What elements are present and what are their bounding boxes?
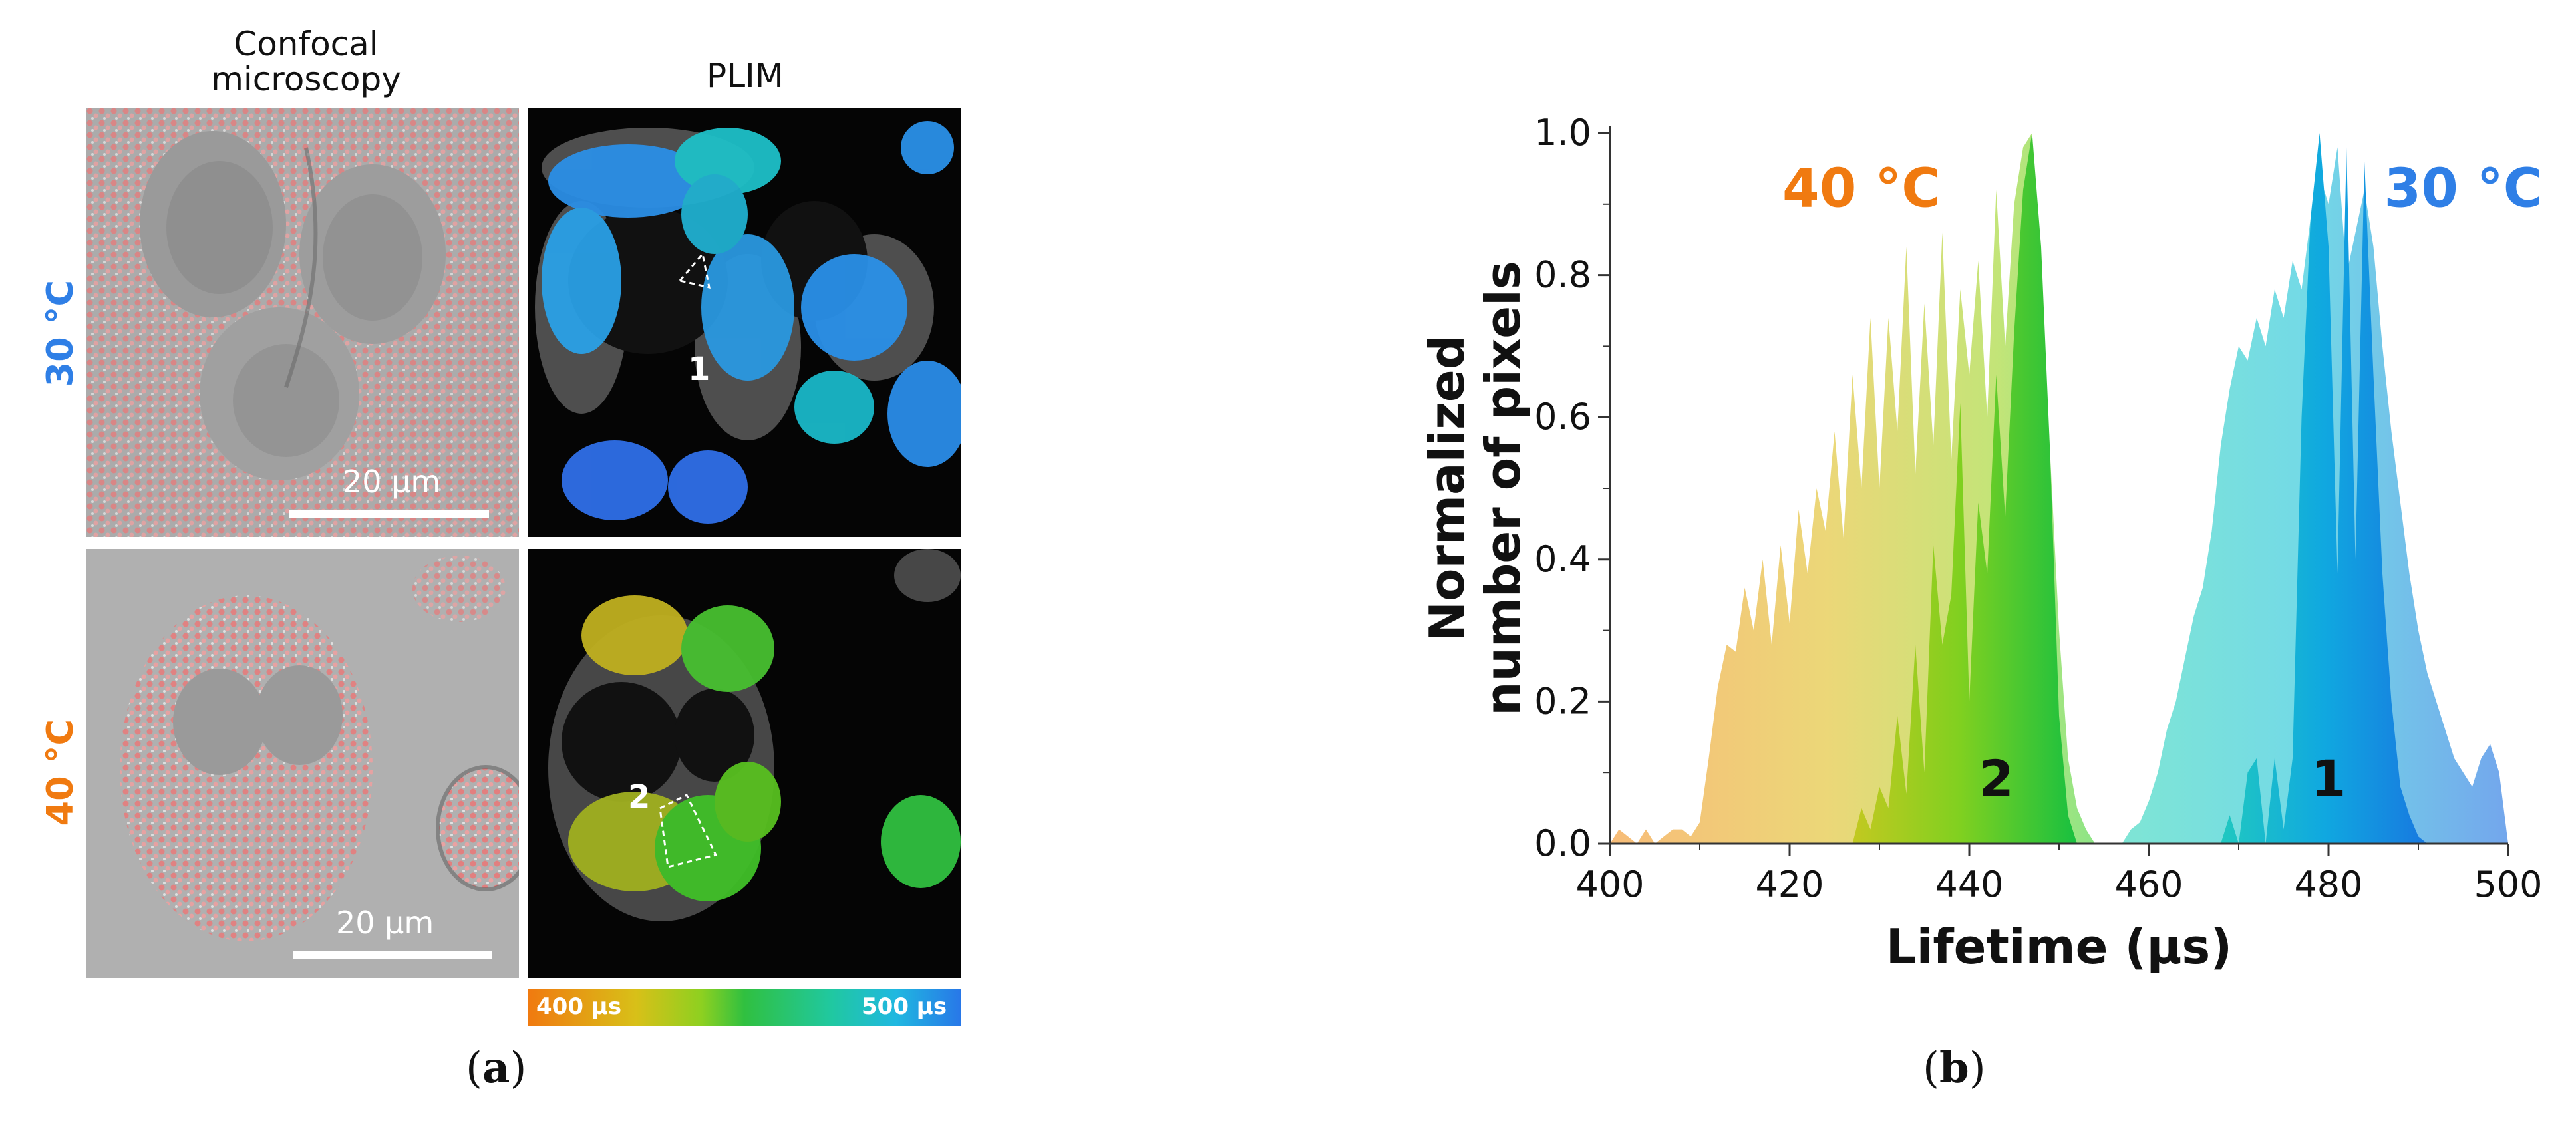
x-tick-label: 480 — [2294, 864, 2362, 905]
x-axis-label: Lifetime (µs) — [1886, 919, 2232, 975]
caption-a: (a) — [466, 1043, 527, 1093]
scale-bar-30c — [289, 510, 489, 518]
plim-image-40c: 2 — [528, 549, 961, 978]
lifetime-colorbar — [528, 989, 961, 1026]
caption-b: (b) — [1923, 1043, 1986, 1093]
scale-bar-label-30c: 20 µm — [343, 464, 441, 500]
annotation-1: 30 °C — [2384, 157, 2543, 219]
annotation-0: 40 °C — [1782, 157, 1941, 219]
region-label-2: 2 — [628, 778, 651, 816]
plim-image-30c: 1 — [528, 108, 961, 537]
scale-bar-label-40c: 20 µm — [336, 905, 434, 941]
series-layer — [1610, 133, 2508, 845]
y-axis-label-line: Normalized — [1419, 335, 1475, 641]
lifetime-histogram-chart: 0.0 0.2 0.4 0.6 0.8 1.0 400 420 440 460 480 500 Life… — [1419, 112, 2543, 975]
y-tick-label: 0.6 — [1534, 396, 1591, 438]
col-header-plim: PLIM — [707, 57, 784, 95]
row-label-30c: 30 °C — [39, 279, 81, 387]
region-label-1: 1 — [688, 351, 711, 388]
colorbar-max-label: 500 µs — [862, 993, 947, 1020]
confocal-image-40c: 20 µm — [86, 549, 519, 978]
panel-a: Confocal microscopy PLIM 30 °C 40 °C 20 — [0, 0, 1011, 1125]
colorbar-min-label: 400 µs — [536, 993, 622, 1020]
annotations-layer: 40 °C 30 °C 2 1 — [1782, 157, 2542, 808]
x-tick-label: 500 — [2474, 864, 2542, 905]
y-tick-label: 0.4 — [1534, 538, 1591, 580]
x-tick-label: 400 — [1575, 864, 1644, 905]
y-tick-label: 1.0 — [1534, 112, 1591, 154]
axes-layer: 0.0 0.2 0.4 0.6 0.8 1.0 400 420 440 460 480 500 Life… — [1419, 112, 2543, 975]
y-axis-label: Normalizednumber of pixels — [1419, 261, 1531, 715]
y-tick-label: 0.2 — [1534, 680, 1591, 722]
series-area-1 — [1844, 133, 2077, 844]
series-area-3 — [2221, 133, 2428, 844]
confocal-image-30c: 20 µm — [86, 108, 519, 537]
y-axis-label-line: number of pixels — [1475, 261, 1531, 715]
x-tick-label: 420 — [1755, 864, 1824, 905]
x-tick-label: 440 — [1935, 864, 2003, 905]
y-tick-label: 0.8 — [1534, 254, 1591, 296]
annotation-3: 1 — [2311, 749, 2346, 808]
col-header-confocal: Confocal microscopy — [211, 25, 401, 98]
x-tick-label: 460 — [2114, 864, 2183, 905]
y-tick-label: 0.0 — [1534, 822, 1591, 864]
annotation-2: 2 — [1979, 749, 2014, 808]
scale-bar-40c — [293, 951, 492, 959]
row-label-40c: 40 °C — [39, 719, 81, 826]
